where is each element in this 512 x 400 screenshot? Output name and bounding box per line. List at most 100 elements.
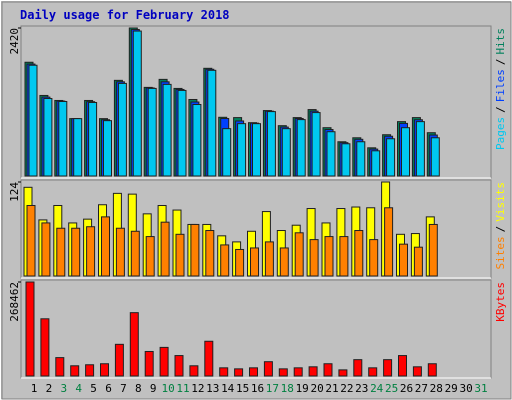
bar [353,359,363,377]
bar [43,98,53,177]
x-tick-label: 4 [75,382,82,395]
legend-entry: Hits [494,28,507,55]
x-tick-label: 9 [150,382,157,395]
legend: Pages / Files / Hits [494,28,507,150]
bar [88,101,98,177]
bar [100,363,109,377]
bar [296,119,306,177]
x-tick-label: 30 [459,382,472,395]
bar [413,246,423,277]
x-tick-label: 7 [120,382,127,395]
legend-separator: / [494,106,507,113]
bar [101,216,110,277]
bar [162,83,172,177]
bar [207,69,217,177]
bar [222,128,232,177]
bar [132,30,142,177]
bar [356,141,366,177]
bar [237,123,247,177]
x-tick-label: 15 [236,382,249,395]
bar [114,343,124,377]
bar [281,128,291,177]
x-tick-label: 10 [161,382,174,395]
bar [308,366,318,377]
bar [326,131,336,177]
bar [293,367,303,377]
x-tick-label: 29 [445,382,458,395]
bar [294,232,304,277]
bar [384,207,394,277]
bar [144,350,154,377]
legend-separator: / [494,226,507,233]
bar [70,365,80,377]
bar [401,127,410,177]
bar [174,355,184,377]
legend: KBytes [494,282,507,322]
bar [219,367,229,377]
bar [415,121,425,177]
bar [249,367,258,377]
bar [386,138,396,177]
bar [159,346,169,377]
x-tick-label: 18 [281,382,294,395]
bar [103,120,112,177]
legend-entry: Sites [494,236,507,269]
panel [20,279,492,379]
x-tick-label: 19 [296,382,309,395]
x-tick-label: 24 [370,382,384,395]
bar [371,150,381,177]
bar [399,243,408,277]
x-tick-label: 6 [105,382,112,395]
legend-entry: KBytes [494,282,507,322]
bar [177,89,187,177]
bar [56,227,66,277]
x-tick-label: 12 [191,382,204,395]
bar [250,247,259,277]
bar [383,359,393,377]
bar [55,357,65,377]
x-tick-label: 14 [221,382,235,395]
x-tick-label: 23 [355,382,368,395]
bar [369,239,379,277]
bar [266,111,276,177]
bar [175,233,185,277]
bar [263,361,273,377]
x-tick-label: 2 [46,382,53,395]
legend-entry: Pages [494,117,507,150]
bar [25,281,35,377]
bar [368,367,378,377]
bar [71,227,81,277]
bar [40,318,50,377]
x-tick-label: 25 [385,382,398,395]
bar [412,366,422,377]
bar [192,104,202,177]
x-tick-label: 31 [474,382,487,395]
bar [264,241,274,277]
x-tick-label: 16 [251,382,264,395]
bar [28,64,38,177]
y-tick-label: 268462 [8,282,21,322]
bar [204,340,214,377]
x-tick-label: 27 [415,382,428,395]
x-tick-label: 8 [135,382,142,395]
bar [189,365,199,377]
bar [73,118,83,177]
y-tick-label: 124 [8,182,21,202]
bar [430,137,440,177]
bar [309,239,319,277]
bar [278,368,288,377]
x-tick-label: 1 [31,382,38,395]
bar [130,230,140,277]
x-tick-label: 20 [310,382,323,395]
x-tick-label: 17 [266,382,279,395]
bar [252,123,261,177]
bar [147,87,157,177]
bar [398,355,407,377]
bar [26,205,36,277]
x-tick-label: 5 [90,382,97,395]
bar [323,363,333,377]
bar [115,227,125,277]
bar [324,236,334,277]
